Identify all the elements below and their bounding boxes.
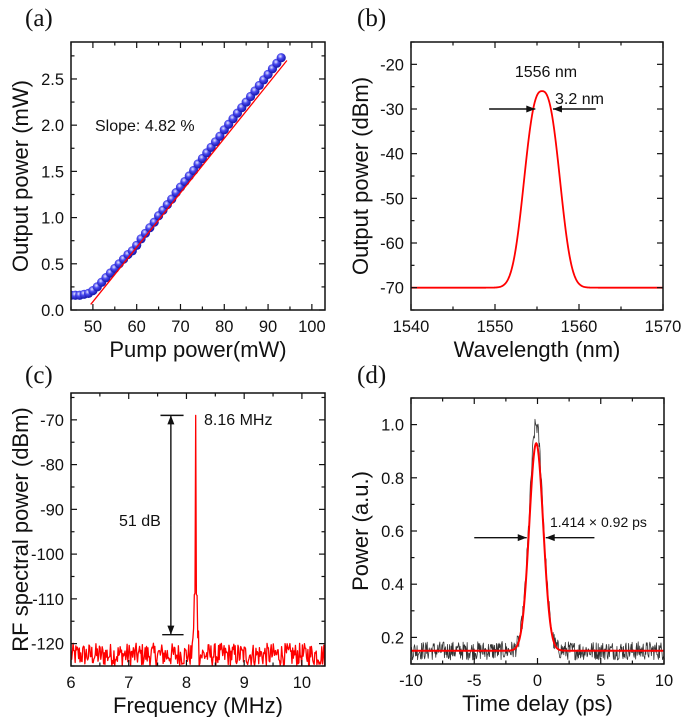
plot-frame	[410, 41, 664, 311]
y-tick-label: -120	[31, 636, 64, 654]
y-tick-label: -60	[380, 235, 404, 253]
plot-area	[71, 53, 288, 305]
data-point	[149, 217, 159, 227]
arrow-head	[526, 105, 536, 113]
y-tick-label: -80	[40, 457, 64, 475]
rf-spectrum-line	[71, 414, 325, 666]
panel-d: (d) -10 -5 0 5 10 0.2 0.4 0.6 0.8 1.0 Time delay (p…	[348, 362, 673, 716]
panel-c: (c) 6 7 8 9 10 -120 -110 -100 -90 -80 -70 Frequency …	[8, 362, 326, 717]
panel-a: (a) 50 60 70 80 90 100 0.0 0.5 1.0 1.5 2.0 2.5 Pump p…	[8, 5, 326, 362]
x-tick-label: 70	[171, 318, 189, 336]
fit-line	[90, 60, 288, 305]
spectrum-line	[411, 90, 663, 289]
data-point	[276, 53, 286, 63]
y-tick-label: -20	[380, 56, 404, 74]
x-tick-label: -10	[399, 672, 423, 690]
plot-frame	[410, 397, 665, 665]
peak-frequency-label: 8.16 MHz	[204, 412, 272, 429]
x-tick-label: 100	[298, 318, 326, 336]
y-tick-label: 2.5	[41, 71, 64, 89]
y-tick-label: 1.0	[41, 210, 64, 228]
peak-wavelength-label: 1556 nm	[515, 64, 577, 81]
y-axis-title: Output power (mW)	[8, 80, 33, 272]
panel-b: (b) 1540 1550 1560 1570 -70 -60 -50 -40 -30 -20 Wav…	[348, 5, 681, 362]
width-left-arrow	[474, 534, 527, 542]
x-tick-label: -5	[467, 672, 482, 690]
fwhm-right-arrow	[552, 105, 596, 113]
y-tick-label: 0.8	[381, 470, 404, 488]
x-tick-label: 1570	[645, 318, 682, 336]
panel-label: (c)	[25, 362, 53, 389]
y-axis-title: Power (a.u.)	[348, 471, 373, 591]
y-tick-label: 1.0	[381, 417, 404, 435]
plot-area	[411, 90, 663, 289]
y-tick-label: -90	[40, 501, 64, 519]
y-axis-title: Output power (dBm)	[348, 77, 373, 275]
arrow-head	[545, 534, 555, 542]
y-tick-label: 1.5	[41, 163, 64, 181]
fit-curve	[411, 442, 664, 652]
x-tick-label: 6	[66, 674, 75, 692]
plot-frame	[70, 392, 326, 667]
y-tick-label: 0.5	[41, 256, 64, 274]
measured-trace	[411, 418, 664, 661]
y-tick-label: 0.4	[381, 576, 404, 594]
y-tick-label: 2.0	[41, 117, 64, 135]
x-tick-label: 90	[259, 318, 277, 336]
panel-label: (a)	[25, 5, 53, 32]
x-tick-label: 10	[655, 672, 673, 690]
y-tick-label: 0.6	[381, 523, 404, 541]
x-axis-title: Pump power(mW)	[109, 337, 286, 362]
x-tick-label: 80	[215, 318, 233, 336]
y-tick-label: 0.0	[41, 302, 64, 320]
panel-label: (b)	[357, 5, 386, 32]
fwhm-left-arrow	[489, 105, 536, 113]
y-tick-label: -110	[32, 591, 64, 609]
x-tick-label: 50	[84, 318, 102, 336]
linewidth-label: 3.2 nm	[555, 91, 604, 108]
data-point	[132, 240, 142, 250]
x-axis-title: Wavelength (nm)	[454, 337, 621, 362]
pulse-width-label: 1.414 × 0.92 ps	[550, 514, 647, 530]
plot-area	[411, 418, 664, 661]
x-tick-label: 0	[533, 672, 542, 690]
y-tick-label: -30	[380, 101, 404, 119]
snr-up-arrow	[167, 415, 175, 526]
plot-area	[71, 414, 325, 666]
arrow-head	[517, 534, 527, 542]
ticks	[410, 41, 664, 311]
plot-frame	[70, 41, 326, 311]
width-right-arrow	[545, 534, 595, 542]
y-axis-title: RF spectral power (dBm)	[8, 407, 33, 652]
snr-down-arrow	[167, 525, 175, 635]
x-tick-label: 7	[124, 674, 133, 692]
x-tick-label: 10	[293, 674, 311, 692]
panel-label: (d)	[357, 362, 386, 389]
x-tick-label: 60	[128, 318, 146, 336]
data-point	[215, 131, 225, 141]
arrow-head	[552, 105, 562, 113]
y-tick-label: -70	[40, 412, 64, 430]
x-tick-label: 8	[182, 674, 191, 692]
x-tick-label: 1540	[393, 318, 430, 336]
snr-label: 51 dB	[119, 513, 161, 530]
x-axis-title: Frequency (MHz)	[113, 693, 283, 717]
x-tick-label: 1560	[561, 318, 598, 336]
x-tick-label: 9	[240, 674, 249, 692]
ticks	[410, 397, 665, 665]
slope-annotation: Slope: 4.82 %	[95, 118, 195, 135]
y-tick-label: -70	[380, 280, 404, 298]
x-tick-label: 1550	[477, 318, 514, 336]
x-axis-title: Time delay (ps)	[462, 691, 613, 716]
arrow-head	[167, 415, 175, 425]
y-tick-label: -50	[380, 190, 404, 208]
y-tick-label: -40	[380, 146, 404, 164]
x-tick-label: 5	[596, 672, 605, 690]
y-tick-label: 0.2	[381, 629, 404, 647]
arrow-head	[167, 625, 175, 635]
y-tick-label: -100	[31, 546, 64, 564]
